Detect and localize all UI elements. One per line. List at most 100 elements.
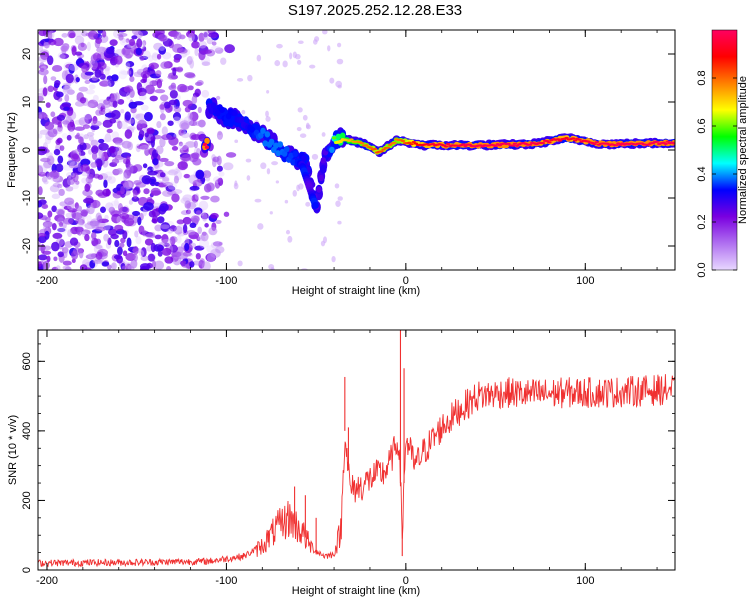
noise-blob [67, 229, 72, 238]
ridge-segment [316, 186, 322, 193]
noise-blob [88, 135, 94, 142]
ridge-segment [232, 110, 238, 117]
noise-blob [65, 73, 74, 84]
noise-blob [41, 52, 48, 58]
noise-blob [177, 83, 188, 93]
noise-blob [206, 182, 215, 192]
colorbar-label: Normalized spectral amplitude [737, 76, 749, 224]
ridge-segment [301, 155, 307, 162]
ridge-segment [368, 146, 373, 149]
colorbar: 0.0 0.2 0.4 0.6 0.8 Normalized spectral ampl… [696, 29, 749, 278]
noise-blob [198, 40, 207, 49]
noise-blob [42, 250, 52, 255]
noise-blob [174, 106, 182, 113]
noise-blob [84, 233, 90, 242]
ridge-segment [592, 142, 597, 146]
noise-blob [119, 242, 125, 248]
noise-blob [78, 216, 85, 226]
noise-blob [180, 122, 190, 130]
noise-blob [53, 256, 58, 262]
noise-blob [191, 194, 199, 203]
noise-blob [336, 58, 344, 65]
noise-blob [61, 120, 70, 125]
noise-blob [38, 186, 43, 196]
noise-blob [136, 144, 146, 150]
noise-blob [38, 171, 47, 177]
noise-blob [108, 145, 116, 154]
noise-blob [103, 175, 113, 181]
noise-blob [118, 34, 124, 41]
noise-blob [46, 55, 54, 66]
noise-blob [151, 52, 159, 61]
noise-blob [154, 260, 165, 270]
noise-blob [154, 234, 162, 240]
noise-blob [194, 245, 205, 251]
noise-blob [87, 252, 96, 259]
noise-blob [260, 162, 267, 170]
noise-blob [215, 95, 221, 101]
noise-blob [195, 169, 205, 180]
noise-blob [77, 42, 88, 52]
noise-blob [133, 164, 143, 172]
noise-blob [189, 222, 197, 229]
noise-blob [208, 32, 219, 38]
noise-blob [88, 84, 96, 90]
noise-blob [80, 229, 91, 236]
noise-blob [181, 153, 192, 162]
noise-blob [147, 253, 156, 262]
noise-blob [132, 113, 141, 119]
noise-blob [41, 204, 49, 209]
noise-blob [78, 86, 89, 92]
noise-blob [119, 39, 129, 46]
noise-blob [61, 221, 67, 229]
noise-blob [191, 95, 198, 105]
noise-blob [121, 265, 128, 270]
ridge-segment [331, 136, 337, 140]
noise-blob [45, 102, 51, 108]
noise-blob [57, 251, 64, 258]
ridge-segment [292, 150, 299, 158]
noise-blob [246, 175, 251, 181]
noise-blob [192, 157, 202, 166]
noise-blob [174, 67, 184, 72]
noise-blob [102, 137, 113, 143]
noise-blob [95, 226, 106, 232]
ridge-segment [318, 174, 324, 182]
noise-blob [98, 148, 103, 158]
noise-blob [40, 67, 45, 73]
noise-blob [297, 40, 304, 45]
noise-blob [168, 168, 180, 174]
noise-blob [184, 200, 191, 209]
noise-blob [197, 226, 202, 235]
noise-blob [167, 74, 178, 80]
ridge-segment [540, 141, 546, 145]
noise-blob [190, 134, 202, 141]
noise-blob [131, 30, 141, 36]
ridge-segment [359, 142, 365, 145]
noise-blob [173, 57, 181, 63]
noise-blob [148, 62, 160, 70]
noise-blob [84, 183, 91, 192]
ridge-segment [202, 142, 208, 146]
ridge-segment [273, 142, 279, 149]
spectrogram-y-tick-label: 10 [21, 96, 33, 108]
noise-blob [178, 141, 183, 147]
noise-blob [52, 232, 63, 239]
noise-blob [95, 251, 103, 260]
noise-blob [184, 242, 190, 252]
noise-blob [83, 197, 94, 204]
noise-blob [125, 38, 130, 43]
noise-blob [321, 132, 326, 137]
noise-blob [46, 255, 51, 263]
noise-blob [98, 142, 109, 151]
spectrogram-x-tick-label: -200 [36, 275, 58, 287]
noise-blob [320, 240, 326, 247]
noise-blob [82, 124, 91, 129]
ridge-segment [577, 138, 582, 141]
noise-blob [48, 30, 55, 40]
noise-blob [103, 179, 108, 189]
noise-blob [113, 198, 119, 209]
noise-blob [203, 31, 208, 38]
noise-blob [162, 175, 170, 186]
noise-blob [142, 40, 147, 47]
